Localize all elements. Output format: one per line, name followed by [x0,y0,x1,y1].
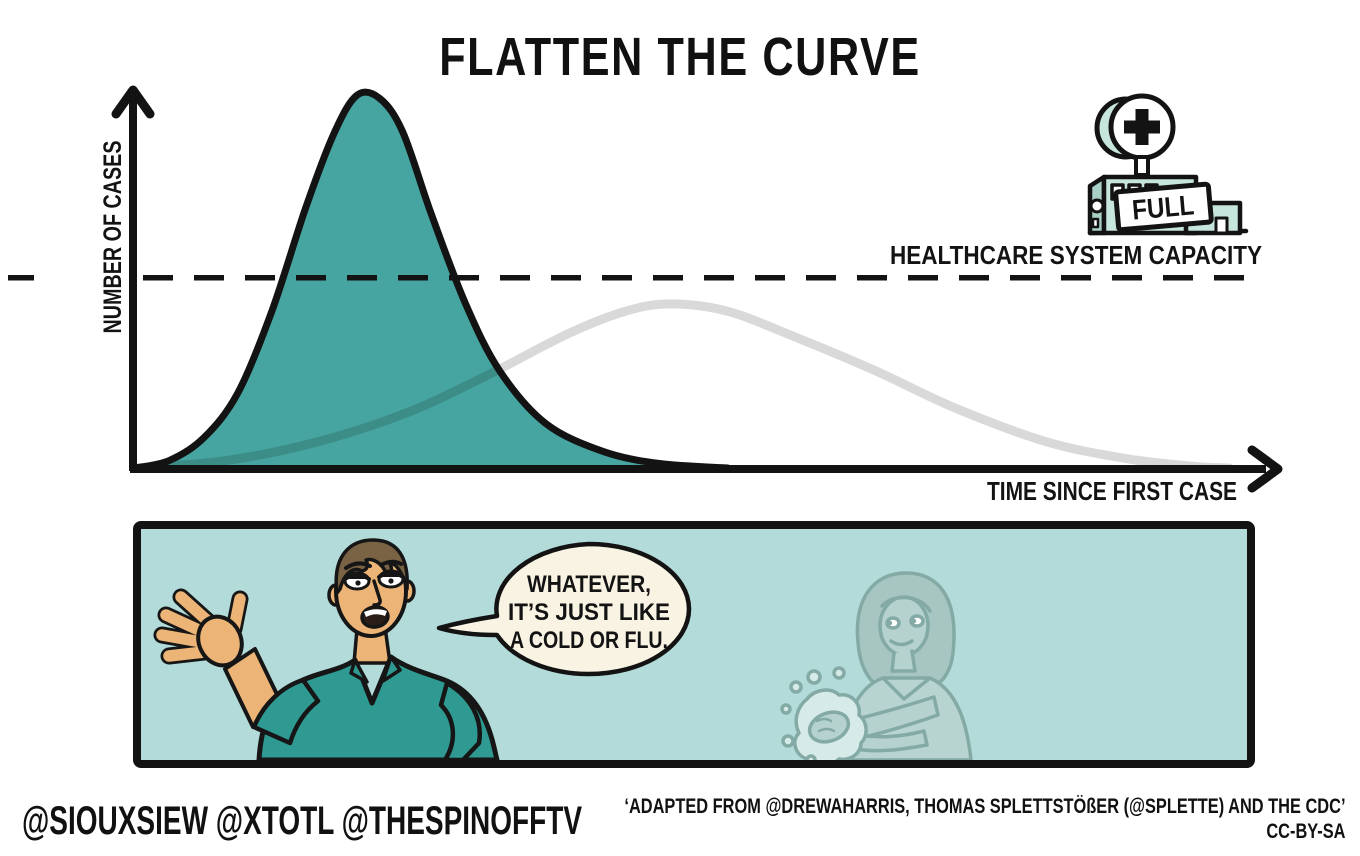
attribution-block: ‘ADAPTED FROM @DREWAHARRIS, THOMAS SPLET… [625,794,1346,844]
man-open-hand [153,588,249,668]
speech-line-2: IT’S JUST LIKE [508,599,670,626]
y-axis-arrowhead [111,85,155,119]
woman-washing-hands-figure [780,571,973,760]
steep-curve-outline [131,88,732,472]
speech-bubble-body [436,541,692,677]
x-axis [130,445,1283,493]
x-axis-label: TIME SINCE FIRST CASE [987,476,1237,506]
flat-curve [130,299,1234,473]
capacity-label: HEALTHCARE SYSTEM CAPACITY [890,240,1262,270]
speech-line-3: A COLD OR FLU. [510,627,668,654]
hospital-icon: FULL [1087,93,1249,236]
author-handles: @SIOUXSIEW @XTOTL @THESPINOFFTV [22,799,583,843]
medical-cross-icon [1124,109,1160,145]
full-sign-text: FULL [1131,189,1195,225]
comic-panel-art: WHATEVER, IT’S JUST LIKE A COLD OR FLU. [153,538,973,760]
speech-line-1: WHATEVER, [527,571,651,598]
woman-smile [889,639,914,647]
y-axis-label: NUMBER OF CASES [99,141,127,334]
x-axis-arrowhead [1247,445,1283,493]
chart-title: FLATTEN THE CURVE [439,27,921,87]
comic-panel: WHATEVER, IT’S JUST LIKE A COLD OR FLU. [133,521,1255,768]
steep-curve-fill [135,92,728,468]
attribution-line: ‘ADAPTED FROM @DREWAHARRIS, THOMAS SPLET… [624,795,1346,818]
man-right-arm [438,680,482,760]
epidemic-curve-chart: NUMBER OF CASES TIME SINCE FIRST CASE HE… [8,85,1283,506]
man-eyes [343,569,405,591]
license-line: CC-BY-SA [1266,820,1346,843]
full-sign: FULL [1113,181,1214,233]
dismissive-man-figure [153,538,500,760]
speech-bubble: WHATEVER, IT’S JUST LIKE A COLD OR FLU. [436,541,692,677]
man-sleeve [251,677,321,746]
y-axis [111,85,155,471]
